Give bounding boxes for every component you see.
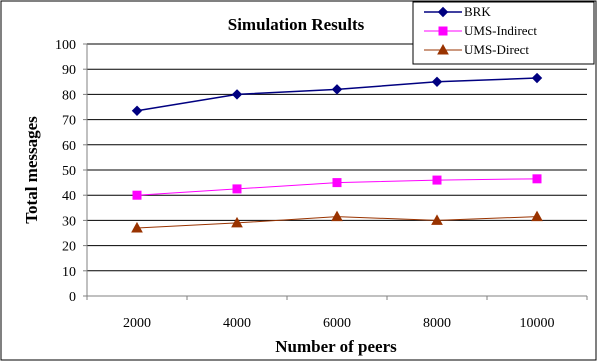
data-point-ums-direct — [331, 210, 343, 222]
legend-label: UMS-Indirect — [464, 23, 537, 38]
data-point-brk — [531, 72, 543, 84]
y-tick-label: 90 — [62, 63, 76, 78]
series-ums-direct — [131, 210, 543, 233]
y-tick-label: 30 — [62, 214, 76, 229]
data-point-ums-direct — [431, 214, 443, 225]
legend-item-brk: BRK — [424, 4, 491, 19]
x-tick-label: 4000 — [223, 316, 251, 331]
chart-title: Simulation Results — [228, 15, 365, 34]
data-point-brk — [431, 76, 443, 88]
y-tick-label: 100 — [55, 38, 76, 53]
y-axis-title: Total messages — [22, 116, 41, 224]
data-point-brk — [331, 84, 343, 95]
data-point-ums-direct — [231, 216, 243, 228]
x-tick-label: 10000 — [520, 316, 555, 331]
data-point-ums-direct — [131, 221, 143, 233]
data-point-ums-indirect — [232, 184, 242, 194]
legend-swatch-marker — [437, 43, 449, 55]
data-point-ums-indirect — [332, 178, 342, 188]
y-tick-label: 0 — [69, 290, 76, 305]
x-tick-label: 8000 — [423, 316, 451, 331]
legend-label: UMS-Direct — [464, 42, 529, 57]
legend-swatch-marker — [437, 6, 449, 18]
y-tick-label: 20 — [62, 240, 76, 255]
legend: BRK UMS-Indirect UMS-Direct — [412, 1, 595, 65]
y-tick-label: 60 — [62, 139, 76, 154]
data-point-brk — [231, 89, 243, 100]
y-tick-label: 70 — [62, 114, 76, 129]
legend-item-ums-direct: UMS-Direct — [424, 42, 529, 57]
y-tick-label: 40 — [62, 189, 76, 204]
series-ums-indirect — [132, 174, 542, 200]
x-axis-ticks: 2000 4000 6000 8000 10000 — [86, 296, 588, 331]
data-point-ums-indirect — [132, 190, 142, 200]
x-tick-label: 2000 — [123, 316, 151, 331]
data-point-brk — [131, 105, 143, 116]
data-point-ums-indirect — [432, 175, 442, 185]
y-tick-label: 50 — [62, 164, 76, 179]
y-tick-label: 80 — [62, 88, 76, 103]
data-point-ums-direct — [531, 210, 543, 222]
legend-item-ums-indirect: UMS-Indirect — [424, 23, 537, 38]
x-tick-label: 6000 — [323, 316, 351, 331]
data-point-ums-indirect — [532, 174, 542, 184]
series-layer — [131, 72, 543, 233]
legend-swatch-marker — [438, 26, 448, 36]
y-axis-ticks: 0 10 20 30 40 50 60 70 80 90 100 — [55, 38, 87, 305]
x-axis-title: Number of peers — [275, 337, 397, 356]
y-tick-label: 10 — [62, 265, 76, 280]
legend-label: BRK — [464, 4, 491, 19]
series-brk — [131, 72, 543, 116]
